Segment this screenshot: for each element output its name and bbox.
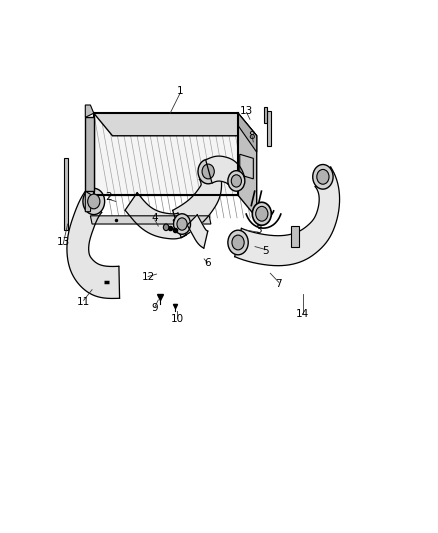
Polygon shape — [94, 113, 257, 136]
Text: 4: 4 — [152, 213, 158, 223]
Circle shape — [163, 224, 169, 231]
Circle shape — [256, 206, 268, 221]
Polygon shape — [85, 191, 92, 212]
Text: 1: 1 — [177, 86, 184, 95]
Text: 2: 2 — [106, 192, 113, 203]
Text: 10: 10 — [170, 314, 184, 324]
Circle shape — [202, 164, 214, 179]
Text: 6: 6 — [204, 258, 211, 268]
Text: 8: 8 — [248, 131, 255, 141]
Text: 7: 7 — [276, 279, 282, 288]
Text: 5: 5 — [262, 246, 268, 256]
Polygon shape — [206, 156, 244, 184]
Text: 13: 13 — [57, 238, 70, 247]
Polygon shape — [94, 113, 238, 195]
Text: 13: 13 — [240, 106, 253, 116]
Polygon shape — [238, 113, 257, 218]
Polygon shape — [240, 154, 253, 179]
Circle shape — [177, 218, 187, 230]
Circle shape — [231, 175, 241, 187]
Circle shape — [252, 202, 271, 225]
Circle shape — [228, 230, 248, 255]
Circle shape — [173, 214, 191, 235]
Polygon shape — [64, 158, 68, 230]
Polygon shape — [125, 192, 186, 239]
Circle shape — [88, 194, 100, 209]
Polygon shape — [238, 113, 257, 152]
Circle shape — [313, 165, 333, 189]
Polygon shape — [85, 117, 94, 191]
Polygon shape — [90, 216, 211, 224]
Polygon shape — [67, 190, 120, 298]
Polygon shape — [291, 226, 299, 247]
Text: 9: 9 — [152, 303, 158, 313]
Text: 12: 12 — [141, 272, 155, 282]
Polygon shape — [235, 167, 339, 265]
Polygon shape — [187, 215, 208, 248]
Text: 3: 3 — [255, 225, 262, 235]
Circle shape — [228, 171, 245, 191]
Circle shape — [198, 159, 219, 184]
Polygon shape — [173, 164, 222, 238]
Circle shape — [83, 188, 105, 215]
Circle shape — [232, 235, 244, 250]
Polygon shape — [267, 111, 271, 146]
Polygon shape — [85, 105, 94, 117]
Text: 11: 11 — [77, 297, 90, 307]
Polygon shape — [264, 107, 267, 124]
Text: 14: 14 — [296, 309, 309, 319]
Circle shape — [317, 169, 329, 184]
